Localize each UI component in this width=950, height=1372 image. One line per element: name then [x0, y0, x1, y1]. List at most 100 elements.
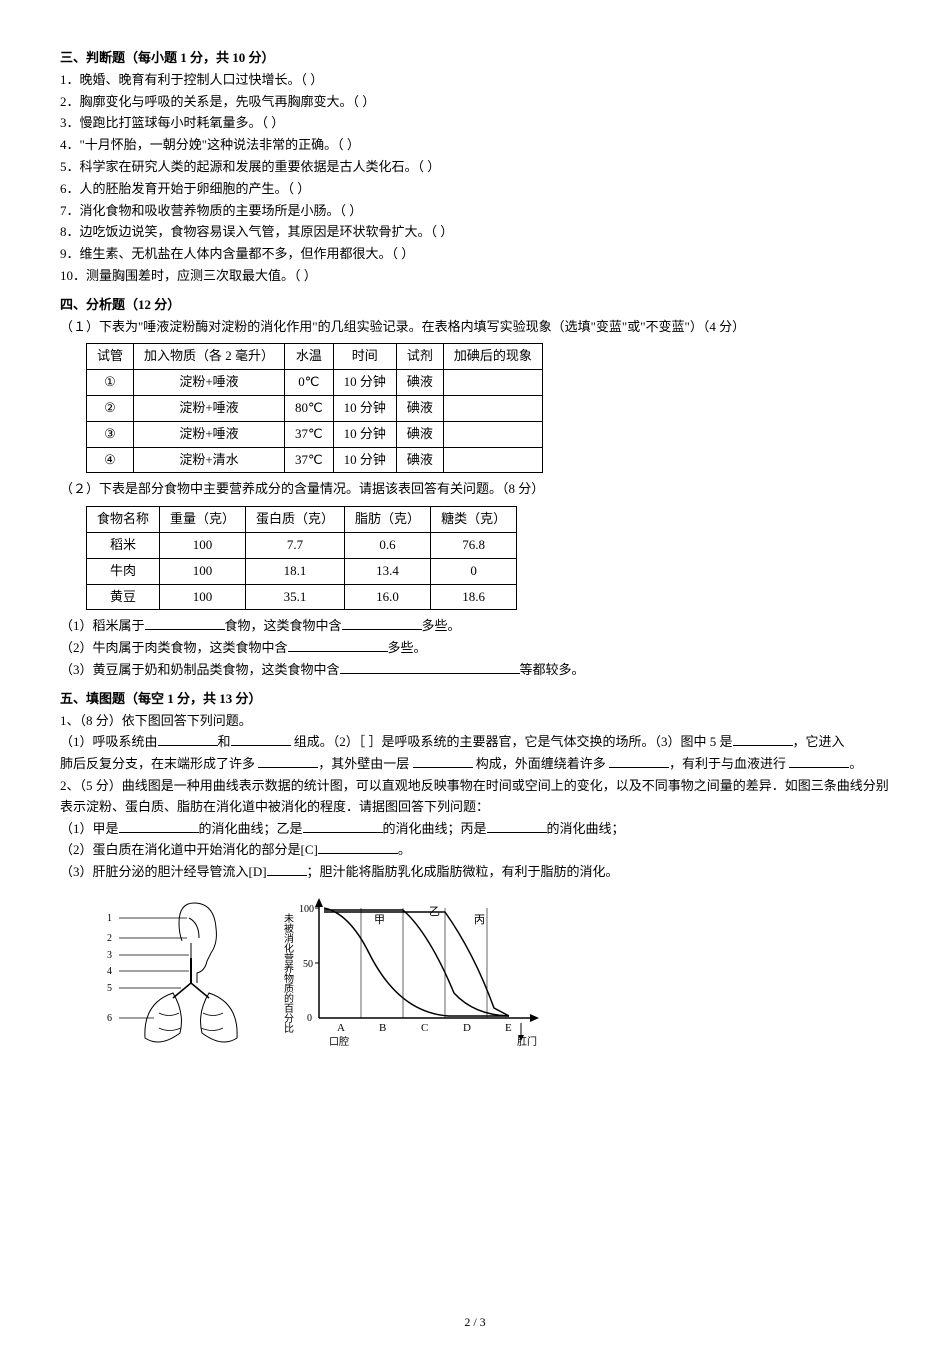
- blank: [342, 629, 422, 630]
- td: [443, 395, 542, 421]
- th: 加入物质（各 2 毫升）: [134, 344, 285, 370]
- text: 。: [849, 756, 862, 771]
- text: ，有利于与血液进行: [669, 756, 789, 771]
- svg-text:6: 6: [107, 1013, 112, 1024]
- text: 多些。: [422, 618, 461, 633]
- td: 淀粉+唾液: [134, 395, 285, 421]
- th: 水温: [285, 344, 334, 370]
- td: 100: [160, 532, 246, 558]
- text: 的消化曲线；乙是: [199, 821, 303, 836]
- blank: [789, 767, 849, 768]
- section-5-title: 五、填图题（每空 1 分，共 13 分）: [60, 689, 890, 710]
- s3-q4: 4．"十月怀胎，一朝分娩"这种说法非常的正确。（ ）: [60, 135, 890, 156]
- text: 和: [218, 734, 231, 749]
- legend: 丙: [474, 914, 485, 926]
- td: 0: [431, 558, 517, 584]
- figures-row: 1 2 3 4 5 6 未被消化营养物质的百分比 100 50 0 A B C …: [99, 893, 890, 1053]
- s3-q8: 8．边吃饭边说笑，食物容易误入气管，其原因是环状软骨扩大。（ ）: [60, 222, 890, 243]
- td: 10 分钟: [333, 447, 396, 473]
- experiment-table: 试管 加入物质（各 2 毫升） 水温 时间 试剂 加碘后的现象 ① 淀粉+唾液 …: [86, 343, 543, 473]
- xlabel: 口腔: [329, 1035, 349, 1048]
- nutrition-table: 食物名称 重量（克） 蛋白质（克） 脂肪（克） 糖类（克） 稻米 100 7.7…: [86, 506, 517, 610]
- th: 试剂: [396, 344, 443, 370]
- section-4-title: 四、分析题（12 分）: [60, 295, 890, 316]
- text: ，它进入: [793, 734, 845, 749]
- svg-text:3: 3: [107, 950, 112, 961]
- s3-q3: 3．慢跑比打篮球每小时耗氧量多。（ ）: [60, 113, 890, 134]
- td: 碘液: [396, 395, 443, 421]
- xtick: B: [379, 1022, 386, 1034]
- table-row: 食物名称 重量（克） 蛋白质（克） 脂肪（克） 糖类（克）: [87, 507, 517, 533]
- text: 的消化曲线；: [547, 821, 625, 836]
- text: （2）牛肉属于肉类食物，这类食物中含: [60, 640, 288, 655]
- td: 10 分钟: [333, 421, 396, 447]
- td: 0℃: [285, 370, 334, 396]
- td: [443, 447, 542, 473]
- th: 糖类（克）: [431, 507, 517, 533]
- blank: [158, 745, 218, 746]
- tick: 0: [307, 1013, 312, 1024]
- td: 37℃: [285, 447, 334, 473]
- td: ③: [87, 421, 134, 447]
- blank: [258, 767, 318, 768]
- blank: [609, 767, 669, 768]
- s5-q2-1: （1）甲是的消化曲线；乙是的消化曲线；丙是的消化曲线；: [60, 819, 890, 840]
- ylabel: 未被消化营养物质的百分比: [282, 913, 294, 1033]
- text: 组成。（2）［ ］是呼吸系统的主要器官，它是气体交换的场所。（3）图中 5 是: [291, 734, 733, 749]
- text: 食物，这类食物中含: [225, 618, 342, 633]
- td: 淀粉+唾液: [134, 421, 285, 447]
- td: 18.1: [246, 558, 345, 584]
- blank: [413, 767, 473, 768]
- td: 7.7: [246, 532, 345, 558]
- td: 淀粉+唾液: [134, 370, 285, 396]
- td: 碘液: [396, 447, 443, 473]
- td: 黄豆: [87, 584, 160, 610]
- s3-q1: 1．晚婚、晚育有利于控制人口过快增长。（ ）: [60, 70, 890, 91]
- th: 加碘后的现象: [443, 344, 542, 370]
- td: 100: [160, 558, 246, 584]
- s4-p2: （２）下表是部分食物中主要营养成分的含量情况。请据该表回答有关问题。（8 分）: [60, 479, 890, 500]
- td: 100: [160, 584, 246, 610]
- blank: [231, 745, 291, 746]
- text: 。: [398, 842, 411, 857]
- svg-text:2: 2: [107, 933, 112, 944]
- s4-sub2: （2）牛肉属于肉类食物，这类食物中含多些。: [60, 638, 890, 659]
- section-3-title: 三、判断题（每小题 1 分，共 10 分）: [60, 48, 890, 69]
- td: 80℃: [285, 395, 334, 421]
- blank: [340, 673, 520, 674]
- s3-q7: 7．消化食物和吸收营养物质的主要场所是小肠。（ ）: [60, 201, 890, 222]
- td: 牛肉: [87, 558, 160, 584]
- table-row: 稻米 100 7.7 0.6 76.8: [87, 532, 517, 558]
- blank: [303, 832, 383, 833]
- xtick: D: [463, 1022, 471, 1034]
- td: 碘液: [396, 421, 443, 447]
- td: 37℃: [285, 421, 334, 447]
- s3-q2: 2．胸廓变化与呼吸的关系是，先吸气再胸廓变大。（ ）: [60, 92, 890, 113]
- text: ；胆汁能将脂肪乳化成脂肪微粒，有利于脂肪的消化。: [307, 864, 619, 879]
- blank: [267, 875, 307, 876]
- svg-text:5: 5: [107, 983, 112, 994]
- page-footer: 2 / 3: [60, 1313, 890, 1332]
- text: （1）稻米属于: [60, 618, 145, 633]
- td: 35.1: [246, 584, 345, 610]
- s5-q1: 1、（8 分）依下图回答下列问题。: [60, 711, 890, 732]
- s5-q2-2: （2）蛋白质在消化道中开始消化的部分是[C]。: [60, 840, 890, 861]
- td: 13.4: [345, 558, 431, 584]
- svg-text:4: 4: [107, 966, 112, 977]
- s4-sub1: （1）稻米属于 食物，这类食物中含 多些。: [60, 616, 890, 637]
- td: ②: [87, 395, 134, 421]
- table-row: ③ 淀粉+唾液 37℃ 10 分钟 碘液: [87, 421, 543, 447]
- td: ①: [87, 370, 134, 396]
- xtick: A: [337, 1022, 345, 1034]
- s5-q2-3: （3）肝脏分泌的胆汁经导管流入[D]；胆汁能将脂肪乳化成脂肪微粒，有利于脂肪的消…: [60, 862, 890, 883]
- th: 试管: [87, 344, 134, 370]
- blank: [318, 853, 398, 854]
- td: 碘液: [396, 370, 443, 396]
- th: 时间: [333, 344, 396, 370]
- table-row: ① 淀粉+唾液 0℃ 10 分钟 碘液: [87, 370, 543, 396]
- text: （3）黄豆属于奶和奶制品类食物，这类食物中含: [60, 662, 340, 677]
- td: 10 分钟: [333, 370, 396, 396]
- text: （1）呼吸系统由: [60, 734, 158, 749]
- td: 淀粉+清水: [134, 447, 285, 473]
- th: 脂肪（克）: [345, 507, 431, 533]
